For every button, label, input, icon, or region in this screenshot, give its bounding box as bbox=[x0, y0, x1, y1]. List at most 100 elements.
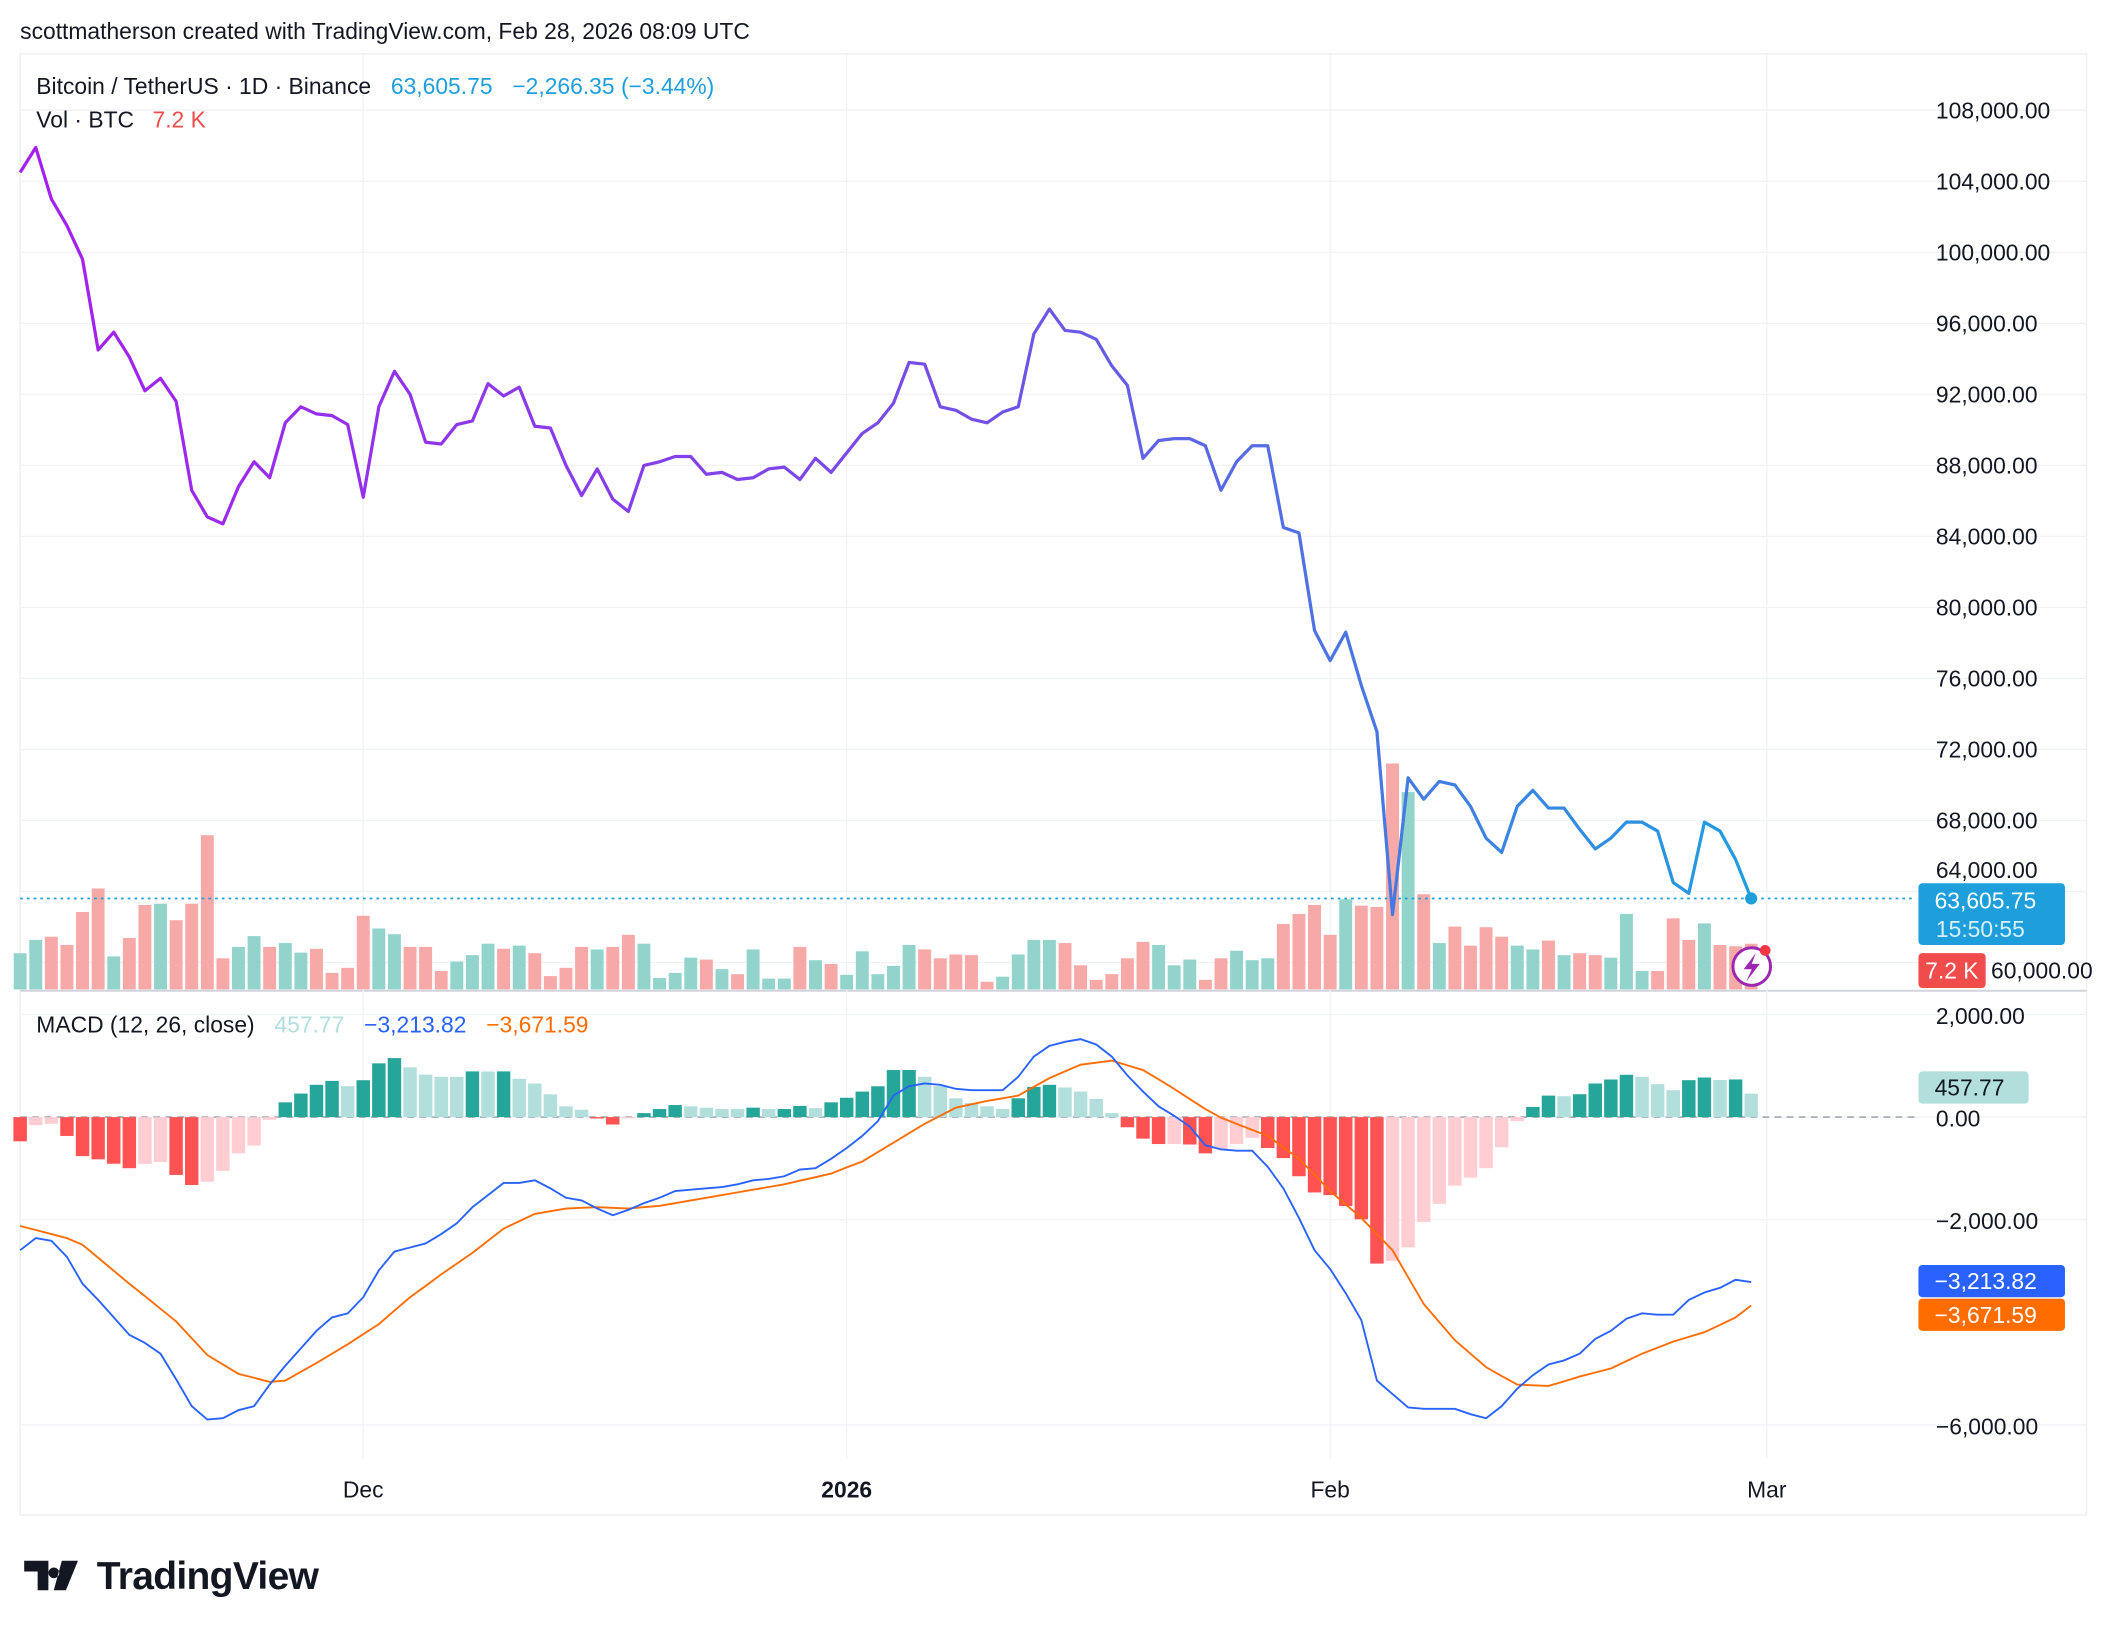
histogram-bar bbox=[107, 1117, 121, 1164]
histogram-bar bbox=[13, 1117, 27, 1142]
price-tick-label: 96,000.00 bbox=[1936, 310, 2038, 336]
volume-bar bbox=[387, 934, 401, 990]
volume-legend[interactable]: Vol · BTC 7.2 K bbox=[36, 107, 206, 133]
volume-bar bbox=[746, 949, 760, 990]
histogram-bar bbox=[730, 1109, 745, 1118]
volume-bar bbox=[590, 949, 604, 990]
volume-bar bbox=[1308, 905, 1321, 990]
macd-axis[interactable]: 2,000.00 0.00 −2,000.00 −6,000.00 bbox=[1936, 1003, 2038, 1439]
volume-bar bbox=[1120, 958, 1134, 990]
tradingview-logo[interactable]: TradingView bbox=[24, 1555, 320, 1598]
volume-bar bbox=[1323, 934, 1337, 990]
volume-bar bbox=[497, 948, 511, 990]
volume-bar bbox=[294, 952, 308, 990]
tradingview-logo-text: TradingView bbox=[97, 1555, 320, 1598]
histogram-bar bbox=[793, 1105, 807, 1118]
histogram-bar bbox=[60, 1117, 74, 1136]
histogram-bar bbox=[1261, 1117, 1275, 1148]
histogram-bar bbox=[1744, 1093, 1758, 1118]
volume-bar bbox=[606, 946, 620, 990]
histogram-bar bbox=[1089, 1098, 1103, 1118]
histogram-bar bbox=[995, 1108, 1010, 1118]
volume-bar bbox=[840, 974, 854, 990]
volume-bar bbox=[185, 903, 199, 990]
histogram-bar bbox=[91, 1117, 105, 1160]
volume-bar bbox=[138, 905, 152, 990]
volume-bar bbox=[1136, 941, 1150, 990]
attribution-text: scottmatherson created with TradingView.… bbox=[20, 18, 750, 44]
histogram-bar bbox=[1401, 1117, 1415, 1248]
histogram-bar bbox=[1276, 1117, 1291, 1159]
volume-bar bbox=[1651, 970, 1665, 990]
volume-bar bbox=[1432, 943, 1446, 990]
signal-line bbox=[19, 1059, 1752, 1387]
volume-bar bbox=[13, 953, 27, 990]
price-tick-label: 88,000.00 bbox=[1936, 452, 2038, 478]
symbol-legend[interactable]: Bitcoin / TetherUS · 1D · Binance 63,605… bbox=[36, 73, 714, 99]
volume-bar bbox=[1713, 944, 1727, 990]
volume-scale-label: 7.2 K bbox=[1918, 953, 1986, 989]
macd-histogram bbox=[13, 1058, 1758, 1264]
last-price-label-value: 63,605.75 bbox=[1935, 888, 2037, 914]
histogram-bar bbox=[418, 1074, 433, 1118]
histogram-bar bbox=[1151, 1117, 1166, 1145]
volume-bar bbox=[731, 974, 744, 990]
macd-histogram-value: 457.77 bbox=[274, 1011, 344, 1037]
histogram-bar bbox=[1136, 1117, 1150, 1139]
histogram-bar bbox=[1588, 1083, 1602, 1118]
volume-bar bbox=[154, 903, 167, 990]
volume-title: Vol · BTC bbox=[36, 107, 134, 133]
histogram-bar bbox=[1323, 1117, 1337, 1196]
macd-tick-label: 0.00 bbox=[1936, 1106, 1980, 1132]
histogram-bar bbox=[652, 1109, 667, 1118]
volume-bar bbox=[1401, 792, 1415, 990]
volume-bar bbox=[122, 938, 136, 990]
histogram-bar bbox=[216, 1117, 230, 1171]
histogram-bar bbox=[1697, 1077, 1712, 1118]
histogram-bar bbox=[1432, 1117, 1447, 1204]
histogram-bar bbox=[917, 1076, 932, 1118]
macd-legend[interactable]: MACD (12, 26, close) 457.77 −3,213.82 −3… bbox=[36, 1011, 588, 1037]
volume-bar bbox=[543, 976, 557, 990]
price-axis[interactable]: 108,000.00 104,000.00 100,000.00 96,000.00 9… bbox=[1936, 97, 2093, 983]
volume-bar bbox=[1167, 965, 1181, 990]
histogram-bar bbox=[1167, 1117, 1181, 1144]
price-tick-label: 64,000.00 bbox=[1936, 857, 2038, 883]
volume-bar bbox=[809, 960, 822, 990]
histogram-bar bbox=[528, 1083, 542, 1118]
price-tick-label: 108,000.00 bbox=[1936, 97, 2050, 123]
volume-bar bbox=[1074, 965, 1088, 990]
lightning-icon[interactable] bbox=[1731, 945, 1773, 987]
volume-bar bbox=[887, 965, 900, 990]
histogram-bar bbox=[496, 1071, 511, 1118]
histogram-bar bbox=[1307, 1117, 1322, 1193]
macd-value: −3,213.82 bbox=[364, 1011, 466, 1037]
volume-bar bbox=[1635, 970, 1649, 990]
histogram-bar bbox=[1619, 1074, 1634, 1118]
histogram-bar bbox=[1292, 1117, 1306, 1177]
volume-bar bbox=[450, 961, 464, 990]
price-tick-label: 84,000.00 bbox=[1936, 523, 2038, 549]
macd-scale-label: −3,213.82 bbox=[1918, 1264, 2065, 1298]
volume-bar bbox=[1573, 953, 1587, 990]
volume-bar bbox=[699, 959, 713, 990]
histogram-bar bbox=[1011, 1098, 1025, 1118]
histogram-bar bbox=[902, 1070, 916, 1118]
histogram-bar bbox=[1229, 1117, 1244, 1144]
macd-tick-label: 2,000.00 bbox=[1936, 1003, 2025, 1029]
volume-bar bbox=[29, 939, 43, 990]
volume-bar bbox=[372, 928, 386, 990]
volume-bar bbox=[1027, 939, 1041, 990]
histogram-bar bbox=[543, 1094, 558, 1118]
volume-bar bbox=[637, 943, 651, 990]
volume-bar bbox=[216, 958, 230, 990]
volume-bar bbox=[1682, 939, 1696, 990]
histogram-bar bbox=[450, 1076, 464, 1118]
histogram-scale-label-value: 457.77 bbox=[1935, 1075, 2005, 1101]
histogram-bar bbox=[262, 1117, 277, 1120]
histogram-bar bbox=[1198, 1117, 1213, 1154]
histogram-bar bbox=[855, 1091, 870, 1118]
volume-bar bbox=[232, 946, 245, 990]
histogram-bar bbox=[761, 1109, 776, 1118]
volume-bar bbox=[403, 946, 417, 990]
